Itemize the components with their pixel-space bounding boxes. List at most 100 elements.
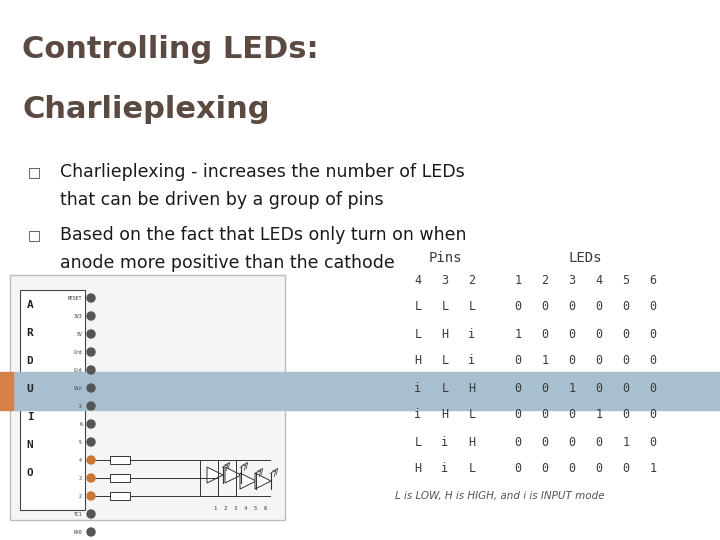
Text: 6: 6 — [264, 505, 266, 510]
Bar — [13, 372, 720, 410]
Text: 1: 1 — [649, 462, 657, 476]
Polygon shape — [207, 467, 223, 483]
Text: Charlieplexing - increases the number of LEDs: Charlieplexing - increases the number of… — [60, 163, 464, 181]
Circle shape — [87, 384, 95, 392]
Text: 0: 0 — [622, 381, 629, 395]
Text: A: A — [27, 300, 33, 310]
Text: L: L — [469, 300, 476, 314]
Text: 0: 0 — [541, 408, 549, 422]
Text: 0: 0 — [595, 327, 603, 341]
Circle shape — [87, 366, 95, 374]
Text: 0: 0 — [622, 354, 629, 368]
Text: 4: 4 — [595, 273, 603, 287]
Text: 0: 0 — [649, 354, 657, 368]
Circle shape — [87, 294, 95, 302]
Text: i: i — [469, 354, 476, 368]
Text: LEDs: LEDs — [568, 251, 602, 265]
Text: 0: 0 — [595, 300, 603, 314]
Text: Controlling LEDs:: Controlling LEDs: — [22, 36, 319, 64]
Bar — [110, 492, 130, 500]
Text: L: L — [415, 327, 422, 341]
Text: 0: 0 — [568, 462, 575, 476]
Text: L is LOW, H is HIGH, and i is INPUT mode: L is LOW, H is HIGH, and i is INPUT mode — [395, 491, 605, 501]
Text: 1: 1 — [541, 354, 549, 368]
Circle shape — [87, 510, 95, 518]
Text: 2: 2 — [469, 273, 476, 287]
Text: 3V3: 3V3 — [73, 314, 82, 319]
Text: 0: 0 — [514, 408, 521, 422]
Circle shape — [87, 330, 95, 338]
Text: i: i — [441, 462, 449, 476]
Text: 0: 0 — [541, 381, 549, 395]
Circle shape — [87, 456, 95, 464]
Text: Charlieplexing: Charlieplexing — [22, 96, 269, 125]
Text: 4: 4 — [243, 505, 247, 510]
Text: 3: 3 — [441, 273, 449, 287]
Text: 3: 3 — [568, 273, 575, 287]
Text: 5: 5 — [622, 273, 629, 287]
Text: H: H — [469, 435, 476, 449]
Text: 0: 0 — [622, 408, 629, 422]
Text: O: O — [27, 468, 33, 478]
Text: 0: 0 — [649, 327, 657, 341]
Text: 0: 0 — [568, 327, 575, 341]
Text: D: D — [27, 356, 33, 366]
Text: □: □ — [28, 165, 41, 179]
Text: 0: 0 — [595, 435, 603, 449]
Text: □: □ — [28, 228, 41, 242]
Text: H: H — [415, 462, 422, 476]
Text: TC1: TC1 — [73, 511, 82, 516]
Bar — [20, 290, 85, 510]
Polygon shape — [240, 473, 256, 489]
Text: 0: 0 — [595, 381, 603, 395]
Text: Based on the fact that LEDs only turn on when: Based on the fact that LEDs only turn on… — [60, 226, 467, 244]
Text: 0: 0 — [595, 462, 603, 476]
Circle shape — [87, 402, 95, 410]
Text: 0: 0 — [541, 435, 549, 449]
Text: 0: 0 — [622, 300, 629, 314]
Text: 0: 0 — [514, 435, 521, 449]
Text: U: U — [27, 384, 33, 394]
Text: H: H — [469, 381, 476, 395]
Text: 0: 0 — [649, 408, 657, 422]
Text: i: i — [415, 408, 422, 422]
Text: anode more positive than the cathode: anode more positive than the cathode — [60, 254, 395, 272]
Text: 3: 3 — [79, 476, 82, 481]
Text: 0: 0 — [514, 462, 521, 476]
Text: 1: 1 — [514, 327, 521, 341]
Text: 1: 1 — [213, 505, 217, 510]
Circle shape — [87, 312, 95, 320]
Text: i: i — [441, 435, 449, 449]
Text: 0: 0 — [568, 354, 575, 368]
Text: 0: 0 — [514, 354, 521, 368]
Text: H: H — [441, 327, 449, 341]
Text: 2: 2 — [79, 494, 82, 498]
Text: 2: 2 — [223, 505, 227, 510]
Text: 5V: 5V — [76, 332, 82, 336]
Text: 0: 0 — [541, 300, 549, 314]
Text: L: L — [441, 300, 449, 314]
Text: Grd: Grd — [73, 368, 82, 373]
Text: 5: 5 — [253, 505, 256, 510]
Circle shape — [87, 438, 95, 446]
Text: 0: 0 — [541, 462, 549, 476]
Text: RESET: RESET — [68, 295, 82, 300]
Text: 5: 5 — [79, 440, 82, 444]
Text: L: L — [441, 381, 449, 395]
Text: 0: 0 — [568, 408, 575, 422]
Text: 0: 0 — [514, 381, 521, 395]
Text: 6: 6 — [79, 422, 82, 427]
Text: i: i — [415, 381, 422, 395]
Text: 1: 1 — [514, 273, 521, 287]
Text: R: R — [27, 328, 33, 338]
Text: 0: 0 — [568, 435, 575, 449]
Text: 1: 1 — [568, 381, 575, 395]
Circle shape — [87, 492, 95, 500]
Text: Pins: Pins — [428, 251, 462, 265]
Text: Grd: Grd — [73, 349, 82, 354]
Text: H: H — [415, 354, 422, 368]
Text: L: L — [469, 462, 476, 476]
Text: 0: 0 — [622, 462, 629, 476]
Polygon shape — [225, 467, 241, 483]
Text: 0: 0 — [514, 300, 521, 314]
